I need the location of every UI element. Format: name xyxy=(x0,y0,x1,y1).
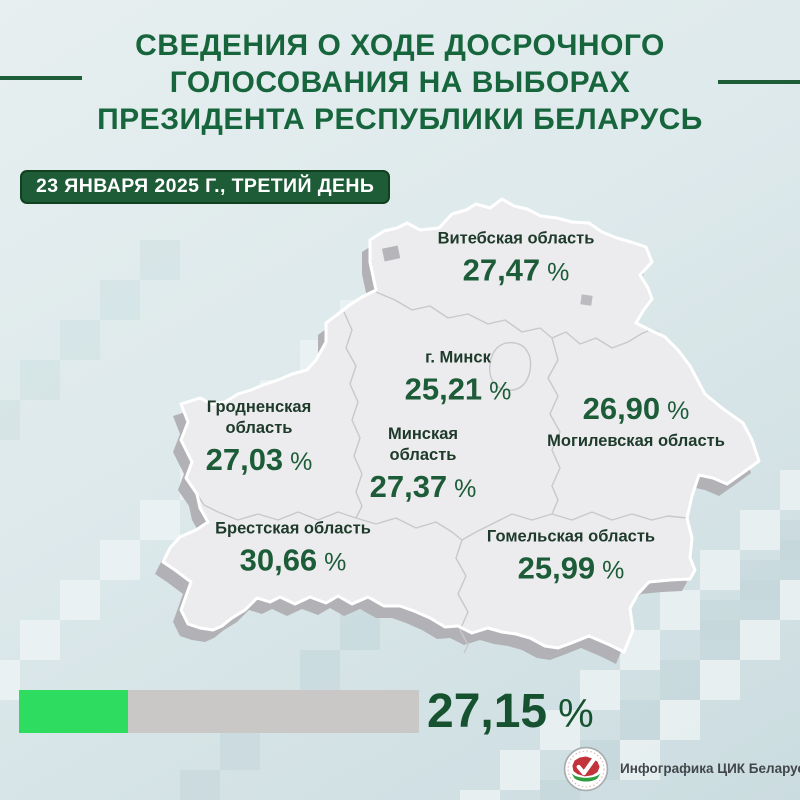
map-gray-patch-east xyxy=(580,294,593,306)
region-name: г. Минск xyxy=(425,348,491,367)
map-gray-patch-west xyxy=(381,245,401,262)
percent-sign: % xyxy=(602,556,625,585)
region-value: 27,03% xyxy=(205,442,313,477)
region-label-vitebsk: Витебская область 27,47% xyxy=(438,229,595,290)
region-value: 25,21% xyxy=(404,371,512,407)
region-value: 30,66% xyxy=(239,542,347,578)
progress-fill xyxy=(19,690,128,733)
region-value: 26,90% xyxy=(582,391,690,426)
region-label-grodno: Гродненская область 27,03% xyxy=(206,397,313,479)
region-value: 27,37% xyxy=(369,469,477,504)
border-grodno-minsk xyxy=(343,311,363,519)
region-name: Гродненская xyxy=(206,398,312,416)
region-value: 27,47% xyxy=(462,252,570,288)
region-value: 25,99% xyxy=(517,550,625,586)
cec-emblem-icon xyxy=(563,746,609,792)
border-grodno-brest xyxy=(196,493,357,521)
total-turnout: 27,15 % xyxy=(427,684,594,739)
page-title: СВЕДЕНИЯ О ХОДЕ ДОСРОЧНОГО ГОЛОСОВАНИЯ Н… xyxy=(0,27,800,138)
region-label-minsk-region: Минская область 27,37% xyxy=(370,424,477,506)
percent-sign: % xyxy=(558,692,594,736)
region-borders xyxy=(196,291,688,654)
region-name: Брестская область xyxy=(215,519,371,538)
date-badge: 23 ЯНВАРЯ 2025 Г., ТРЕТИЙ ДЕНЬ xyxy=(20,170,391,204)
border-minsk-mogilev xyxy=(547,337,561,515)
early-voting-progress-bar xyxy=(19,690,419,733)
percent-sign: % xyxy=(547,258,570,287)
title-rule-left xyxy=(0,76,82,80)
region-name: Минская xyxy=(387,425,459,443)
region-name: Гомельская область xyxy=(486,527,656,546)
total-turnout-value: 27,15 xyxy=(427,685,548,738)
percent-sign: % xyxy=(489,377,512,406)
title-line-2: ГОЛОСОВАНИЯ НА ВЫБОРАХ xyxy=(169,66,631,99)
region-name: область xyxy=(389,446,457,464)
title-line-3: ПРЕЗИДЕНТА РЕСПУБЛИКИ БЕЛАРУСЬ xyxy=(97,103,703,136)
region-label-minsk-city: г. Минск 25,21% xyxy=(405,348,512,409)
percent-sign: % xyxy=(324,548,347,577)
title-line-1: СВЕДЕНИЯ О ХОДЕ ДОСРОЧНОГО xyxy=(135,29,665,62)
percent-sign: % xyxy=(290,448,313,476)
region-name: область xyxy=(225,419,293,437)
percent-sign: % xyxy=(667,397,690,425)
region-label-brest: Брестская область 30,66% xyxy=(215,519,371,580)
region-name: Витебская область xyxy=(437,229,595,248)
region-label-gomel: Гомельская область 25,99% xyxy=(487,527,655,588)
border-minsk-gomel xyxy=(461,513,553,541)
border-brest-minsk xyxy=(355,517,463,541)
border-vitebsk-south xyxy=(375,291,651,349)
credit-text: Инфографика ЦИК Беларуси xyxy=(620,761,800,776)
region-name: Могилевская область xyxy=(547,432,725,450)
border-brest-gomel xyxy=(455,539,469,654)
minsk-city-boundary xyxy=(489,342,532,391)
border-mogilev-gomel xyxy=(551,511,688,521)
percent-sign: % xyxy=(454,475,477,503)
title-rule-right xyxy=(718,80,800,84)
region-label-mogilev: 26,90% Могилевская область xyxy=(547,392,725,452)
